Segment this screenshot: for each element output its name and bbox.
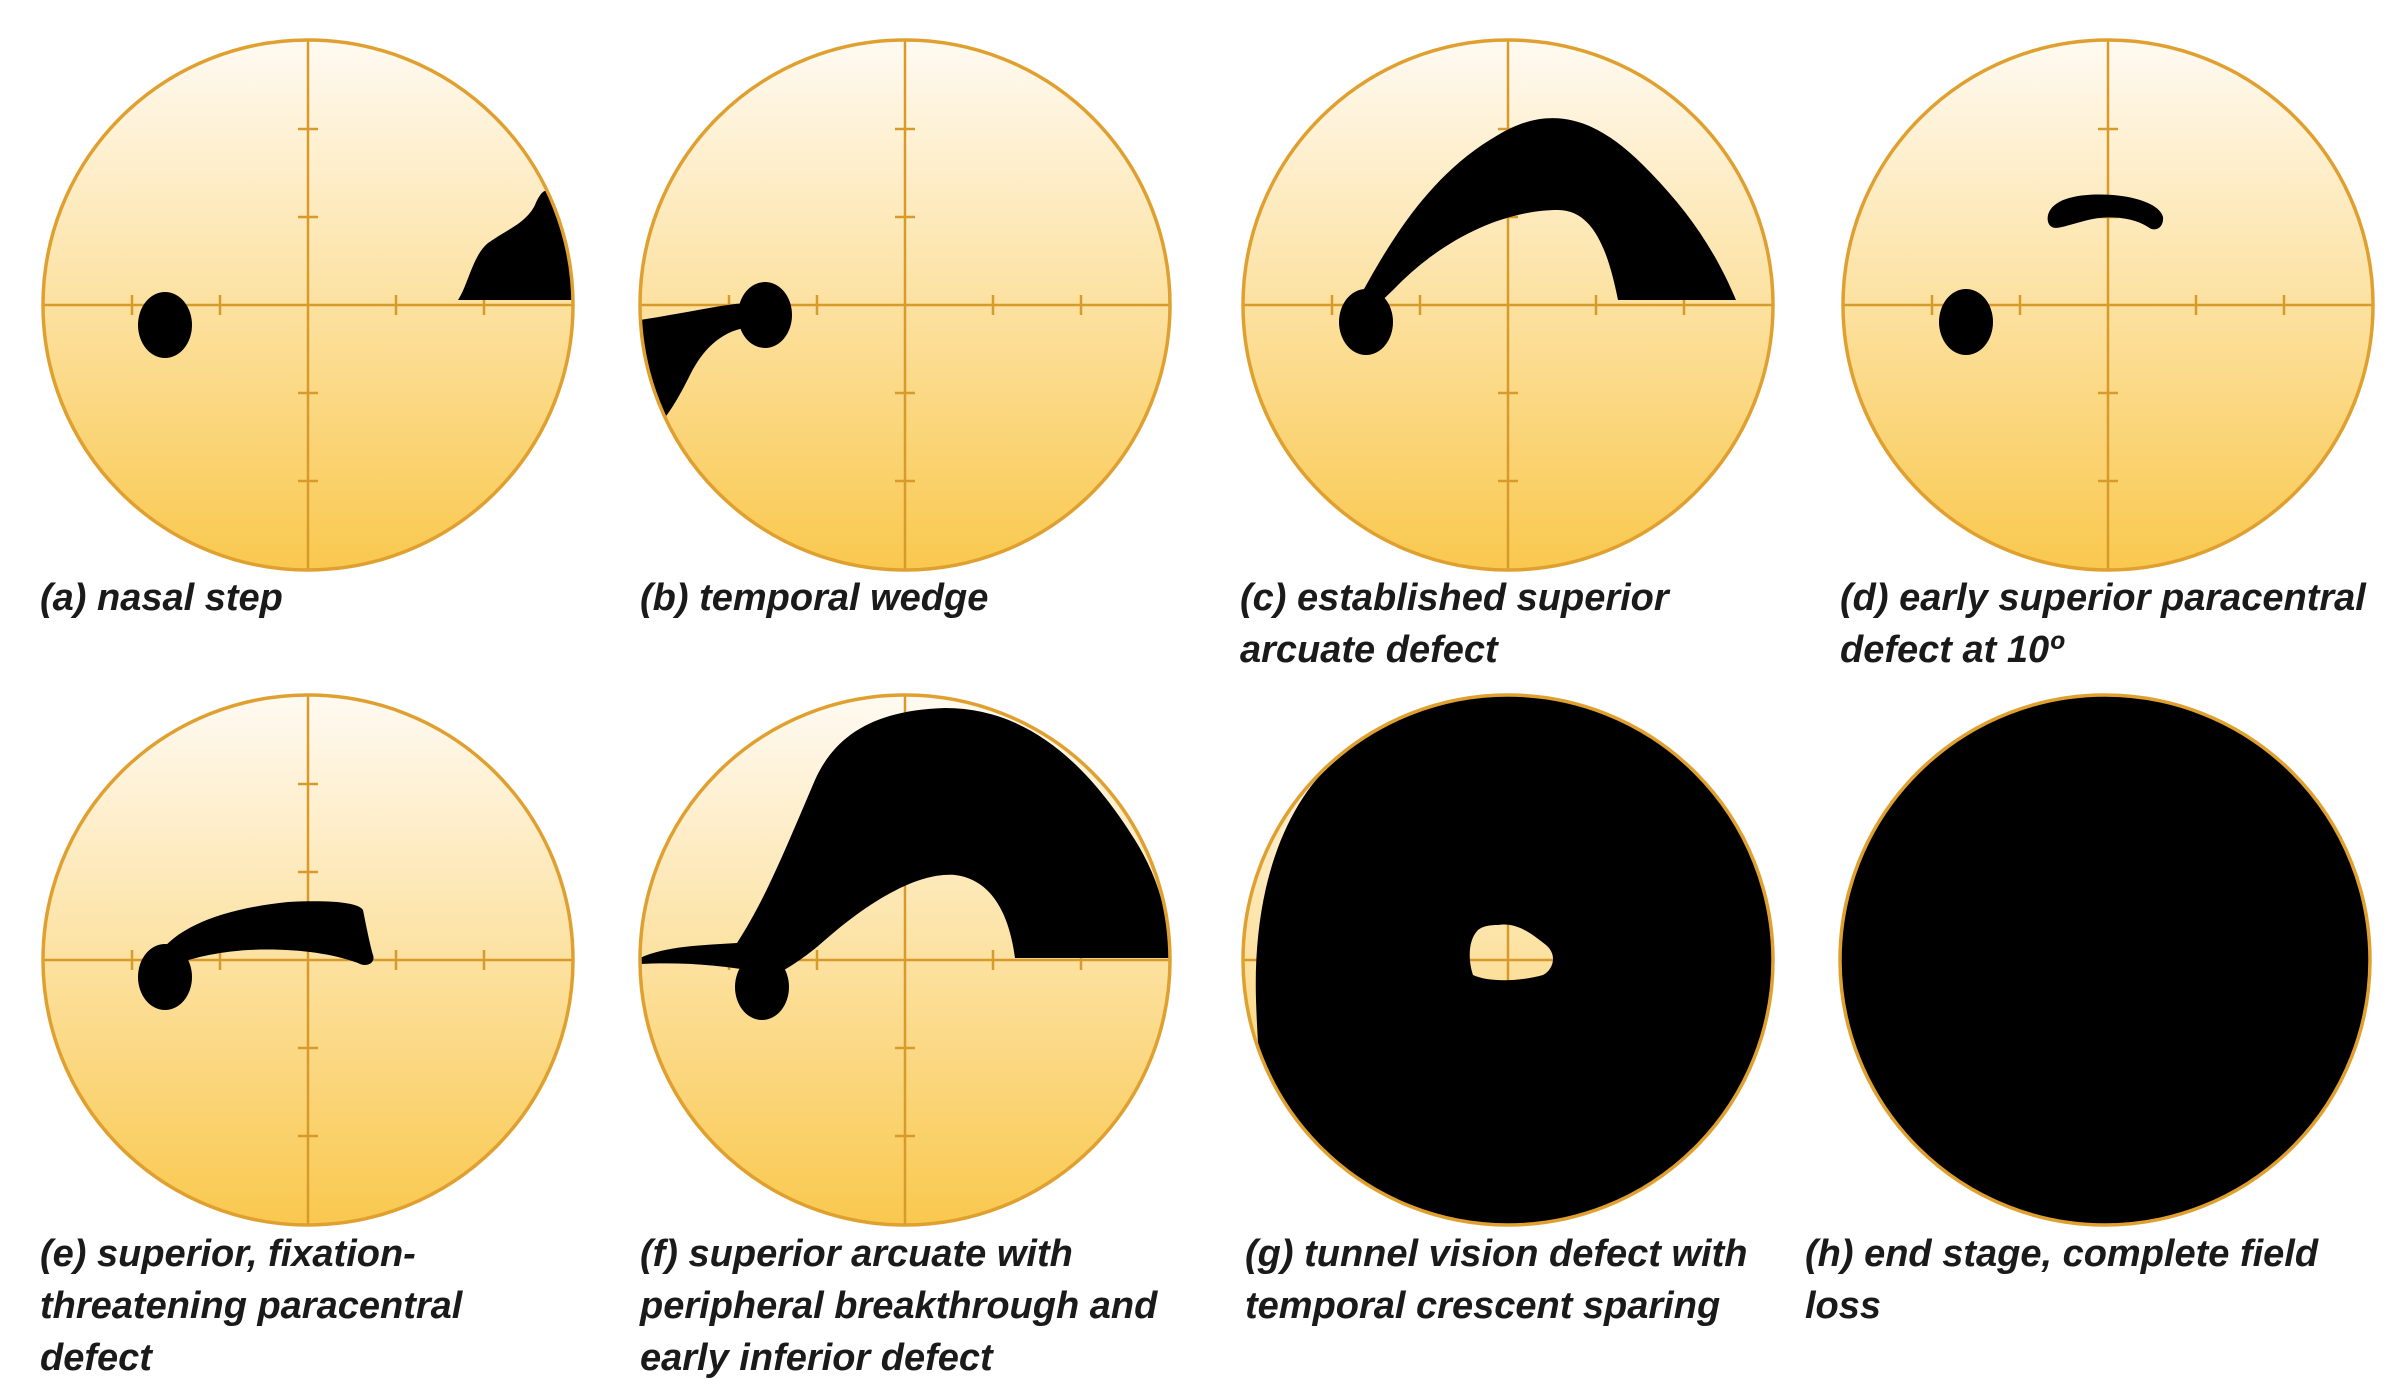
field-border <box>638 693 1172 1227</box>
field-panel-b <box>638 38 1172 572</box>
paracentral-defect <box>158 901 374 968</box>
tunnel-defect <box>1255 695 1773 1225</box>
blind-spot <box>1339 289 1393 355</box>
field-axes <box>43 695 573 1225</box>
defect-layer <box>1339 118 1736 355</box>
defect-layer <box>640 282 792 430</box>
field-border <box>1241 693 1775 1227</box>
field-border <box>1241 38 1775 572</box>
defect-layer <box>1939 194 2164 355</box>
blind-spot <box>138 292 192 358</box>
field-panel-e <box>41 693 575 1227</box>
field-panel-h <box>1838 693 2372 1227</box>
caption-d: (d) early superior paracentral defect at… <box>1840 577 2366 671</box>
caption-c: (c) established superior arcuate defect <box>1240 577 1669 671</box>
defect-layer <box>640 708 1170 1020</box>
defect-layer <box>138 901 374 1010</box>
field-border <box>638 38 1172 572</box>
field-border <box>1841 38 2375 572</box>
defect-layer <box>1255 695 1773 1225</box>
arcuate-breakthrough-defect <box>640 708 1170 975</box>
caption-a: (a) nasal step <box>40 577 283 619</box>
caption-b: (b) temporal wedge <box>640 577 989 619</box>
field-panel-a <box>41 38 575 572</box>
complete-loss-defect <box>1840 695 2370 1225</box>
caption-h: (h) end stage, complete field loss <box>1805 1233 2319 1327</box>
field-axes <box>1843 40 2373 570</box>
temporal-wedge-defect <box>640 303 750 430</box>
paracentral-defect <box>2047 194 2164 230</box>
blind-spot <box>738 282 792 348</box>
caption-f: (f) superior arcuate with peripheral bre… <box>640 1233 1158 1379</box>
field-panel-g <box>1241 693 1775 1227</box>
field-border <box>41 38 575 572</box>
nasal-step-defect <box>458 190 573 300</box>
field-panel-c <box>1241 38 1775 572</box>
field-panel-d <box>1841 38 2375 572</box>
caption-e: (e) superior, fixation- threatening para… <box>40 1233 463 1379</box>
blind-spot <box>1939 289 1993 355</box>
caption-g: (g) tunnel vision defect with temporal c… <box>1245 1233 1748 1327</box>
arcuate-defect <box>1358 118 1736 310</box>
field-border <box>1838 693 2372 1227</box>
field-panel-f <box>638 693 1172 1227</box>
field-axes <box>43 40 573 570</box>
defect-layer <box>138 190 573 358</box>
field-border <box>41 693 575 1227</box>
defect-layer <box>1840 695 2370 1225</box>
